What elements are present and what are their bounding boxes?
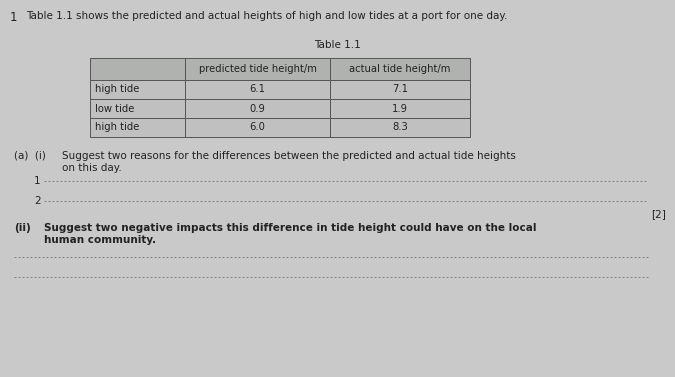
Text: 0.9: 0.9 (250, 104, 265, 113)
Bar (185, 118, 330, 137)
Bar (330, 80, 470, 99)
Text: Table 1.1: Table 1.1 (314, 40, 360, 50)
Text: (ii): (ii) (14, 223, 31, 233)
Bar (330, 118, 470, 137)
Text: Suggest two reasons for the differences between the predicted and actual tide he: Suggest two reasons for the differences … (62, 151, 516, 173)
Bar (330, 99, 470, 118)
Text: 1.9: 1.9 (392, 104, 408, 113)
Text: [2]: [2] (651, 209, 666, 219)
Text: predicted tide height/m: predicted tide height/m (198, 64, 317, 74)
Text: high tide: high tide (95, 123, 139, 132)
Text: (a)  (i): (a) (i) (14, 151, 46, 161)
Text: actual tide height/m: actual tide height/m (350, 64, 451, 74)
Text: 6.0: 6.0 (250, 123, 265, 132)
Text: 7.1: 7.1 (392, 84, 408, 95)
Bar (90, 99, 185, 118)
Text: 6.1: 6.1 (250, 84, 265, 95)
Bar (185, 58, 330, 80)
Bar (90, 58, 185, 80)
Text: low tide: low tide (95, 104, 134, 113)
Bar (185, 80, 330, 99)
Text: high tide: high tide (95, 84, 139, 95)
Text: 1: 1 (10, 11, 18, 24)
Text: 1: 1 (34, 176, 40, 186)
Text: 2: 2 (34, 196, 40, 206)
Text: Table 1.1 shows the predicted and actual heights of high and low tides at a port: Table 1.1 shows the predicted and actual… (26, 11, 508, 21)
Bar (90, 118, 185, 137)
Bar (185, 99, 330, 118)
Text: Suggest two negative impacts this difference in tide height could have on the lo: Suggest two negative impacts this differ… (44, 223, 537, 245)
Bar (330, 58, 470, 80)
Bar (90, 80, 185, 99)
Text: 8.3: 8.3 (392, 123, 408, 132)
